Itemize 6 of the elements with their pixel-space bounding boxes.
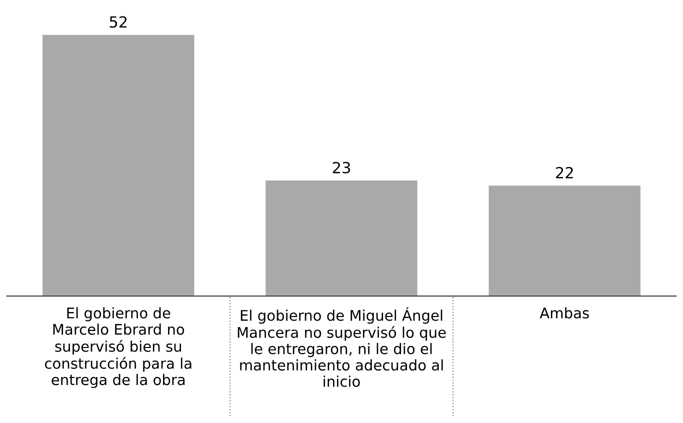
x-tick-label: El gobierno de Marcelo Ebrard no supervisó bien su construcción para la entrega de la obra: [45, 307, 192, 388]
data-label: 23: [332, 162, 350, 174]
x-tick-label: El gobierno de Miguel Ángel Mancera no supervisó lo que le entregaron, ni le dio el mantenimiento adecuado al inicio: [238, 307, 446, 387]
data-label: 52: [110, 16, 127, 28]
data-label: 22: [556, 166, 573, 178]
x-tick-label: Ambas: [540, 307, 589, 318]
